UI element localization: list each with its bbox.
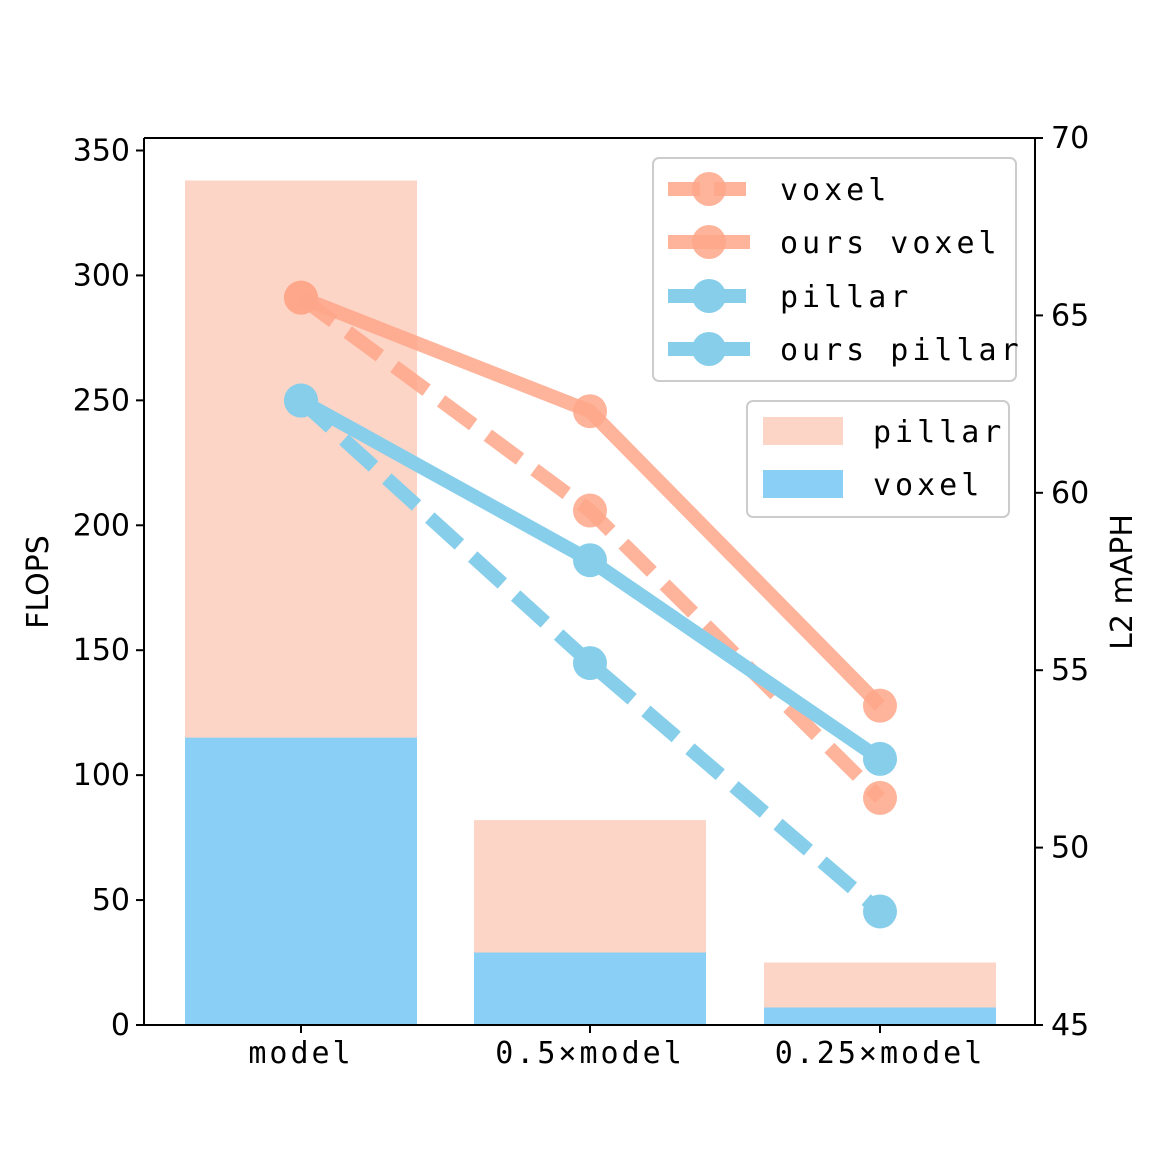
y2-tick-label-60: 60 bbox=[1051, 476, 1089, 511]
y-tick-label-100: 100 bbox=[73, 758, 130, 793]
line-path-pillar bbox=[296, 395, 885, 917]
line-point-ours-pillar-1 bbox=[573, 543, 607, 578]
legend-bar-swatch-1 bbox=[763, 470, 843, 498]
legend-line-label-2: pillar bbox=[780, 280, 912, 315]
line-series-ours-voxel bbox=[284, 280, 897, 723]
line-series-ours-pillar bbox=[284, 383, 897, 776]
y-tick-label-350: 350 bbox=[73, 133, 130, 168]
lines-layer bbox=[284, 280, 897, 929]
legend-lines-frame bbox=[652, 157, 1017, 382]
bar-voxel-0 bbox=[185, 737, 417, 1025]
y-tick-label-0: 0 bbox=[111, 1008, 130, 1043]
line-point-ours-voxel-2 bbox=[863, 688, 897, 723]
legend-line-marker-2 bbox=[692, 279, 726, 313]
line-point-ours-pillar-0 bbox=[284, 383, 318, 418]
y-tick-label-50: 50 bbox=[92, 883, 130, 918]
legend-bars: pillar voxel bbox=[746, 400, 1010, 518]
y2-tick-label-50: 50 bbox=[1051, 831, 1089, 866]
ticks-layer: 0 50 100 150 200 250 300 350 45 50 55 60 65 70 model 0.… bbox=[73, 121, 1089, 1071]
line-point-ours-voxel-1 bbox=[573, 394, 607, 429]
legend-line-label-1: ours voxel bbox=[780, 226, 1001, 261]
y-tick-label-150: 150 bbox=[73, 633, 130, 668]
bar-voxel-1 bbox=[474, 952, 706, 1025]
legend-bar-swatch-0 bbox=[763, 417, 843, 445]
y-tick-label-200: 200 bbox=[73, 508, 130, 543]
x-tick-label-0: model bbox=[248, 1036, 353, 1071]
legend-line-marker-3 bbox=[692, 332, 726, 366]
x-tick-label-1: 0.5×model bbox=[495, 1036, 685, 1071]
line-point-pillar-1 bbox=[573, 646, 607, 681]
legend-lines: voxel ours voxel pillar ours pillar bbox=[652, 157, 1023, 382]
y-tick-label-300: 300 bbox=[73, 258, 130, 293]
legend-line-marker-1 bbox=[692, 225, 726, 259]
legend-line-label-0: voxel bbox=[780, 173, 890, 208]
line-point-voxel-2 bbox=[863, 780, 897, 815]
y2-axis-title: L2 mAPH bbox=[1105, 514, 1140, 650]
y-axis-title: FLOPS bbox=[21, 535, 56, 629]
line-point-ours-voxel-0 bbox=[284, 280, 318, 315]
axes-layer bbox=[143, 137, 1036, 1026]
line-point-pillar-2 bbox=[863, 894, 897, 929]
y-tick-label-250: 250 bbox=[73, 383, 130, 418]
legend-bar-label-0: pillar bbox=[873, 415, 1005, 450]
y2-tick-label-55: 55 bbox=[1051, 653, 1089, 688]
y2-tick-label-70: 70 bbox=[1051, 121, 1089, 156]
line-point-voxel-1 bbox=[573, 493, 607, 528]
y2-tick-label-45: 45 bbox=[1051, 1008, 1089, 1043]
legend-bar-label-1: voxel bbox=[873, 468, 983, 503]
legend-line-marker-0 bbox=[692, 172, 726, 206]
y2-tick-label-65: 65 bbox=[1051, 298, 1089, 333]
x-tick-label-2: 0.25×model bbox=[775, 1036, 986, 1071]
line-point-ours-pillar-2 bbox=[863, 741, 897, 776]
legend-line-label-3: ours pillar bbox=[780, 333, 1023, 368]
bar-voxel-2 bbox=[764, 1007, 996, 1025]
